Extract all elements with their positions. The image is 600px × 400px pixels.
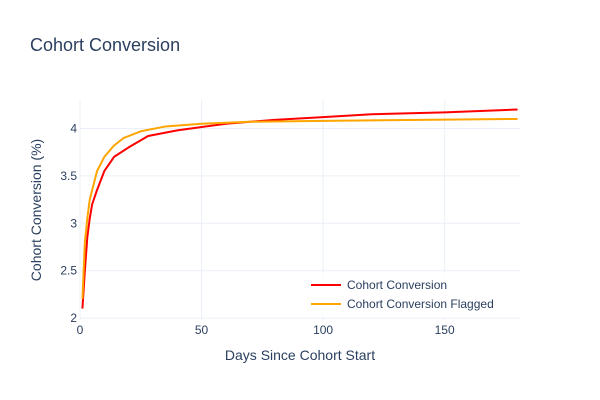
y-axis-title: Cohort Conversion (%) <box>28 139 44 281</box>
chart-title: Cohort Conversion <box>30 35 180 55</box>
line <box>81 117 518 300</box>
y-tick-label: 2 <box>70 311 77 325</box>
x-tick-label: 150 <box>435 323 455 337</box>
legend-label: Cohort Conversion Flagged <box>347 297 494 311</box>
x-tick-label: 100 <box>313 323 333 337</box>
y-tick-label: 3.5 <box>60 169 77 183</box>
line <box>81 108 518 309</box>
y-tick-label: 4 <box>70 121 77 135</box>
x-tick-label: 0 <box>77 323 84 337</box>
legend-label: Cohort Conversion <box>347 278 447 292</box>
y-tick-label: 3 <box>70 216 77 230</box>
y-tick-label: 2.5 <box>60 264 77 278</box>
legend-box <box>305 273 518 317</box>
x-axis-title: Days Since Cohort Start <box>225 347 375 363</box>
x-tick-label: 50 <box>195 323 209 337</box>
